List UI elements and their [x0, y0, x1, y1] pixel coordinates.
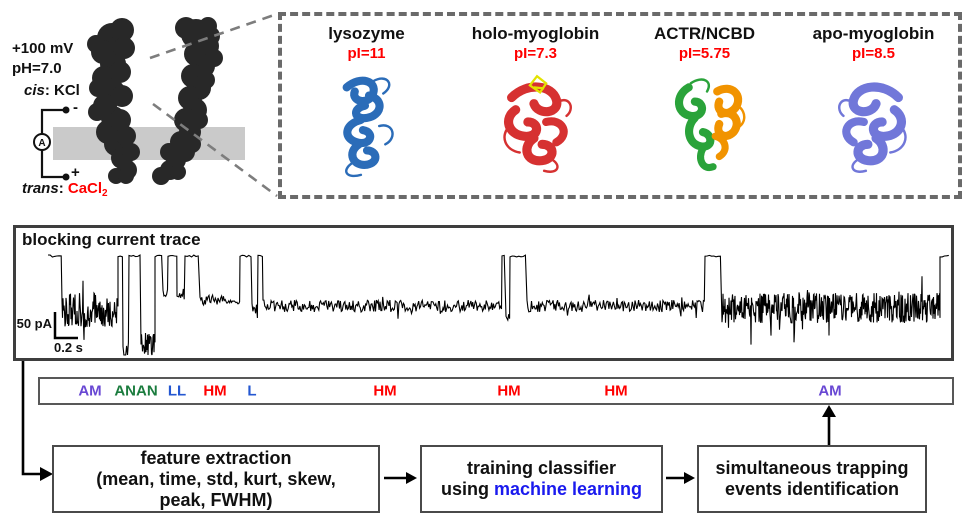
- current-trace: [47, 254, 949, 356]
- scalebar-x-label: 0.2 s: [54, 340, 83, 355]
- flow-box-line: feature extraction: [140, 447, 292, 468]
- electrode-minus-label: -: [73, 99, 78, 116]
- flow-arrow-2: [666, 472, 695, 484]
- event-label: AM: [818, 382, 842, 400]
- flow-box-line: (mean, time, std, kurt, skew,: [96, 468, 336, 489]
- apo-myoglobin-structure: [837, 82, 907, 173]
- nanopore-apparatus: A: [33, 12, 278, 198]
- nanopore-left-subunit: [87, 18, 140, 184]
- ph-label: pH=7.0: [12, 60, 62, 77]
- event-label: AM: [78, 382, 102, 400]
- scalebar-y-label: 50 pA: [16, 316, 52, 331]
- trace-panel: blocking current trace 50 pA 0.2 s: [13, 225, 954, 361]
- heme-group: [527, 74, 548, 95]
- protein-pi: pI=7.3: [514, 45, 557, 62]
- ammeter-icon: [33, 133, 51, 151]
- circuit-wires: [40, 108, 66, 179]
- flow-box-line: simultaneous trapping: [715, 458, 909, 478]
- protein-card-lysozyme: lysozyme pI=11: [282, 16, 451, 195]
- protein-name: holo-myoglobin: [471, 24, 600, 43]
- ammeter-letter: A: [38, 138, 45, 149]
- nanopore-right-subunit: [152, 17, 223, 185]
- protein-name: lysozyme: [328, 24, 405, 43]
- protein-card-actr-ncbd: ACTR/NCBD pI=5.75: [620, 16, 789, 195]
- trace-title: blocking current trace: [22, 230, 201, 249]
- flow-box-feature-extraction: feature extraction (mean, time, std, kur…: [52, 445, 380, 513]
- up-arrow: [822, 405, 836, 445]
- protein-name: ACTR/NCBD: [653, 24, 756, 43]
- event-label: HM: [497, 382, 521, 400]
- actr-ncbd-structure: [674, 78, 745, 172]
- event-label: ANAN: [114, 382, 158, 400]
- cis-label: cis: KCl: [24, 82, 80, 99]
- trans-salt: CaCl2: [67, 180, 108, 199]
- electrode-dot-top: [62, 106, 70, 114]
- trans-label: trans: CaCl2: [22, 180, 108, 199]
- event-label: HM: [373, 382, 397, 400]
- protein-pi: pI=11: [347, 45, 386, 62]
- protein-card-apo-myoglobin: apo-myoglobin pI=8.5: [789, 16, 958, 195]
- flow-box-line: using machine learning: [440, 479, 643, 499]
- machine-learning-highlight: machine learning: [493, 479, 643, 499]
- membrane: [53, 127, 245, 160]
- electrode-dot-bottom: [62, 173, 70, 181]
- holo-myoglobin-structure: [502, 74, 572, 173]
- flow-box-line: events identification: [724, 479, 900, 499]
- protein-pi: pI=8.5: [852, 45, 895, 62]
- voltage-label: +100 mV: [12, 40, 74, 57]
- zoom-dashed-lines: [149, 12, 278, 198]
- flow-box-line: training classifier: [466, 458, 617, 478]
- flow-box-events-identification: simultaneous trapping events identificat…: [697, 445, 927, 513]
- flow-arrow-1: [384, 472, 417, 484]
- protein-card-holo-myoglobin: holo-myoglobin pI=7.3: [451, 16, 620, 195]
- flow-box-training-classifier: training classifier using machine learni…: [420, 445, 663, 513]
- connector-arrow: [21, 361, 53, 481]
- electrode-plus-label: +: [71, 164, 80, 181]
- protein-pi: pI=5.75: [678, 45, 731, 62]
- lysozyme-structure: [342, 76, 394, 178]
- protein-panel: lysozyme pI=11 holo-myoglobin pI=7.3: [278, 12, 962, 199]
- event-label: LL: [167, 382, 187, 400]
- protein-name: apo-myoglobin: [812, 24, 935, 43]
- event-label: HM: [604, 382, 628, 400]
- flow-box-line: peak, FWHM): [159, 489, 273, 510]
- event-label: HM: [203, 382, 227, 400]
- event-labels-box: AM ANAN LL HM L HM HM HM AM: [38, 377, 954, 405]
- scalebar: [53, 312, 78, 340]
- event-label: L: [247, 382, 257, 400]
